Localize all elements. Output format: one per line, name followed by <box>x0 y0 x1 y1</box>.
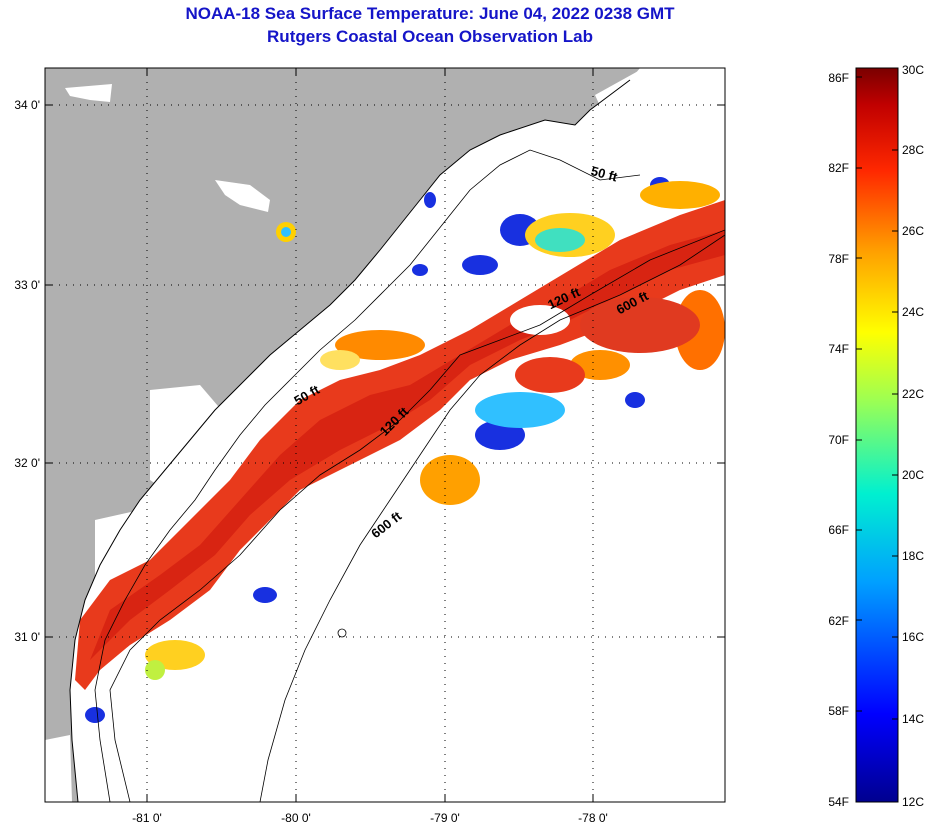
colorbar-f-label: 62F <box>828 614 849 628</box>
lat-label: 31 0' <box>14 630 40 644</box>
colorbar-f-label: 74F <box>828 342 849 356</box>
lon-label: -80 0' <box>281 811 311 825</box>
coastline <box>69 79 631 802</box>
land-mass <box>45 68 640 802</box>
contour-label: 50 ft <box>589 163 619 185</box>
colorbar-c-label: 28C <box>902 143 924 157</box>
colorbar-f-label: 54F <box>828 795 849 809</box>
lat-label: 33 0' <box>14 278 40 292</box>
isobath-600ft <box>259 234 725 802</box>
axis-ticks <box>45 68 725 802</box>
gulf-stream-core <box>90 230 725 660</box>
lat-label: 34 0' <box>14 98 40 112</box>
cloud-patch <box>215 180 270 212</box>
cloud-patch <box>150 385 230 500</box>
colorbar-c-label: 12C <box>902 795 924 809</box>
colorbar-f-label: 66F <box>828 523 849 537</box>
colorbar-c-label: 18C <box>902 549 924 563</box>
cloud-patch <box>65 84 112 102</box>
colorbar-f-label: 82F <box>828 161 849 175</box>
cloud-patch <box>595 70 725 170</box>
colorbar-c-label: 30C <box>902 63 924 77</box>
colorbar-c-label: 22C <box>902 387 924 401</box>
colorbar-gradient <box>855 67 899 803</box>
map-subtitle: Rutgers Coastal Ocean Observation Lab <box>267 27 593 46</box>
colorbar-f-label: 78F <box>828 252 849 266</box>
colorbar-c-label: 14C <box>902 712 924 726</box>
colorbar-c-label: 26C <box>902 224 924 238</box>
colorbar-f-label: 58F <box>828 704 849 718</box>
colorbar-c-label: 16C <box>902 630 924 644</box>
lon-label: -78 0' <box>578 811 608 825</box>
colorbar-c-label: 20C <box>902 468 924 482</box>
lon-label: -79 0' <box>430 811 460 825</box>
lon-label: -81 0' <box>132 811 162 825</box>
cloud-patch <box>45 735 72 802</box>
colorbar-f-label: 70F <box>828 433 849 447</box>
colorbar-f-label: 86F <box>828 71 849 85</box>
colorbar-c-label: 24C <box>902 305 924 319</box>
isobath-50ft <box>94 149 641 802</box>
map-title: NOAA-18 Sea Surface Temperature: June 04… <box>185 4 675 23</box>
lat-label: 32 0' <box>14 456 40 470</box>
colorbar: 86F 82F 78F 74F 70F 66F 62F 58F 54F 30C … <box>828 63 924 809</box>
